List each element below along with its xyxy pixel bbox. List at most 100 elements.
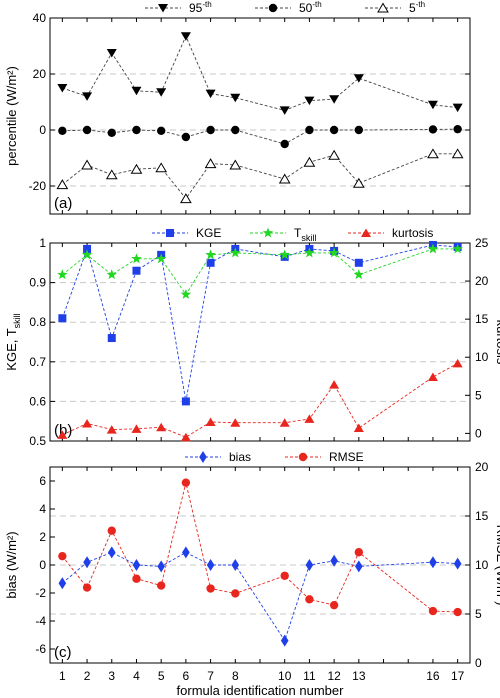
y-tick-label: 0 bbox=[39, 558, 46, 572]
y-axis-label: KGE, Tskill bbox=[4, 313, 22, 370]
y2-tick-label: 25 bbox=[475, 236, 489, 250]
data-point bbox=[427, 243, 439, 254]
panel-label: (b) bbox=[54, 422, 72, 439]
data-point bbox=[82, 418, 93, 428]
data-point bbox=[106, 425, 117, 434]
data-point bbox=[229, 159, 242, 170]
data-point bbox=[230, 247, 241, 258]
y-tick-label: 6 bbox=[39, 474, 46, 488]
data-point bbox=[181, 132, 191, 142]
legend-label-sub: skill bbox=[301, 233, 316, 243]
y-axis-label-sub: skill bbox=[12, 313, 22, 328]
data-point bbox=[328, 149, 340, 160]
series-line bbox=[61, 482, 458, 613]
data-point bbox=[107, 546, 116, 559]
x-tick-label: 1 bbox=[59, 669, 66, 683]
data-point bbox=[428, 606, 438, 616]
data-point bbox=[58, 314, 67, 323]
data-point bbox=[230, 418, 241, 427]
data-point bbox=[107, 128, 116, 137]
y2-tick-label: 5 bbox=[475, 388, 482, 402]
data-point bbox=[354, 548, 364, 557]
data-point bbox=[155, 162, 168, 173]
data-point bbox=[280, 634, 289, 647]
legend-label: kurtosis bbox=[392, 226, 433, 240]
plot-frame bbox=[49, 17, 471, 215]
series-kurtosis bbox=[57, 358, 463, 442]
y2-tick-label: 15 bbox=[475, 312, 489, 326]
series-line bbox=[62, 128, 458, 145]
y-tick-label: 40 bbox=[33, 11, 47, 25]
data-point bbox=[206, 559, 215, 571]
y2-tick-label: 20 bbox=[475, 460, 489, 474]
data-point bbox=[82, 125, 92, 135]
y2-axis-label: kurtosis bbox=[494, 320, 500, 365]
data-point bbox=[81, 159, 93, 170]
data-point bbox=[231, 589, 240, 598]
data-point bbox=[57, 84, 68, 93]
series-tskill bbox=[57, 243, 463, 299]
data-point bbox=[157, 560, 165, 573]
data-point bbox=[429, 556, 437, 569]
data-point bbox=[231, 559, 240, 571]
y2-axis-label: RMSE (W/m²) bbox=[494, 525, 500, 606]
data-point bbox=[57, 269, 68, 280]
y2-tick-label: 10 bbox=[475, 350, 489, 364]
data-point bbox=[132, 574, 141, 583]
data-point bbox=[131, 253, 142, 264]
x-tick-label: 11 bbox=[303, 669, 316, 683]
legend-label: bias bbox=[229, 450, 251, 464]
legend-label-sup: -th bbox=[202, 0, 211, 9]
legend-label: Tskill bbox=[294, 226, 316, 243]
data-point bbox=[83, 556, 91, 569]
legend-label: KGE bbox=[196, 226, 221, 240]
data-point bbox=[58, 126, 67, 136]
data-point bbox=[58, 577, 67, 590]
data-point bbox=[81, 249, 93, 260]
series-line bbox=[62, 248, 458, 296]
data-point bbox=[181, 478, 191, 487]
y-tick-label: -20 bbox=[29, 179, 47, 193]
legend-label-sup: -th bbox=[416, 0, 425, 9]
y-tick-label: 0.6 bbox=[29, 394, 46, 408]
data-point bbox=[231, 125, 240, 135]
y2-tick-label: 15 bbox=[475, 509, 489, 523]
panel-1: -20 0 20 40 percentile (W/m²) (a) 95-th 50-th 5-… bbox=[4, 0, 471, 215]
data-point bbox=[57, 430, 68, 439]
y-tick-label: -6 bbox=[35, 642, 46, 656]
data-point bbox=[132, 266, 141, 275]
data-point bbox=[279, 418, 290, 427]
x-tick-label: 2 bbox=[84, 669, 91, 683]
legend-label: 95-th bbox=[189, 0, 212, 15]
data-point bbox=[204, 158, 217, 169]
data-point bbox=[353, 269, 365, 280]
x-tick-label: 17 bbox=[451, 669, 465, 683]
data-point bbox=[107, 526, 116, 535]
data-point bbox=[132, 125, 141, 135]
y-tick-label: 1 bbox=[39, 236, 46, 250]
y-tick-label: 0 bbox=[39, 123, 46, 137]
data-point bbox=[304, 247, 315, 258]
data-point bbox=[303, 156, 316, 167]
data-point bbox=[131, 424, 142, 433]
series-kge bbox=[58, 240, 462, 406]
series-5-th bbox=[56, 148, 464, 204]
data-point bbox=[180, 288, 192, 299]
data-point bbox=[453, 124, 462, 134]
legend-label-sup: -th bbox=[312, 0, 321, 9]
data-point bbox=[206, 258, 215, 267]
legend-marker bbox=[166, 229, 174, 237]
data-point bbox=[280, 139, 289, 149]
data-point bbox=[180, 32, 191, 41]
data-point bbox=[156, 422, 167, 432]
data-point bbox=[155, 253, 167, 264]
data-point bbox=[453, 607, 462, 617]
data-point bbox=[130, 163, 143, 174]
x-tick-label: 8 bbox=[232, 669, 239, 683]
data-point bbox=[353, 423, 364, 433]
data-point bbox=[354, 258, 363, 267]
panel-label: (c) bbox=[54, 644, 72, 661]
y-axis-label: percentile (W/m²) bbox=[4, 66, 19, 166]
y-tick-label: 0.8 bbox=[29, 315, 46, 329]
